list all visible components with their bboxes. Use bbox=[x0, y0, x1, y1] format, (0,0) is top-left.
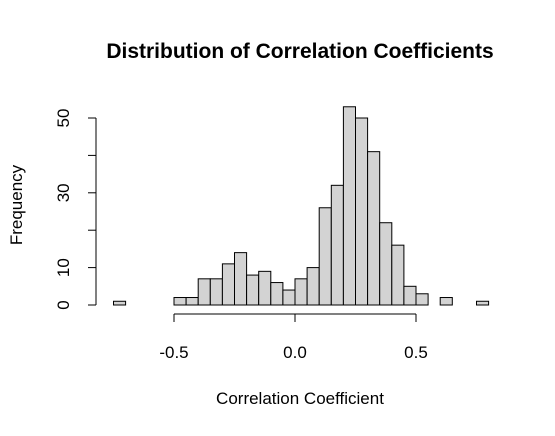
histogram-bar bbox=[221, 263, 235, 306]
y-tick-label: 50 bbox=[54, 109, 73, 128]
histogram-bar bbox=[415, 293, 429, 306]
histogram-bar bbox=[113, 300, 127, 306]
y-axis: 0 10 30 50 bbox=[54, 109, 97, 310]
histogram-bar bbox=[173, 297, 187, 306]
histogram-bar bbox=[270, 282, 284, 306]
x-tick-label: 0.5 bbox=[404, 343, 428, 362]
y-tick-label: 10 bbox=[54, 258, 73, 277]
histogram-bar bbox=[476, 300, 490, 306]
histogram-bar bbox=[379, 222, 393, 306]
histogram-bar bbox=[282, 289, 296, 306]
histogram-bar bbox=[330, 184, 344, 306]
x-tick-label: -0.5 bbox=[159, 343, 188, 362]
y-axis-label: Frequency bbox=[7, 164, 26, 245]
histogram-bar bbox=[342, 106, 356, 306]
chart-title: Distribution of Correlation Coefficients bbox=[106, 40, 493, 63]
histogram-bar bbox=[246, 274, 260, 306]
histogram-bar bbox=[234, 252, 248, 306]
histogram-bar bbox=[403, 285, 417, 306]
histogram-bar bbox=[197, 278, 211, 306]
x-axis-label: Correlation Coefficient bbox=[216, 389, 384, 408]
histogram-bar bbox=[258, 270, 272, 306]
histogram-bar bbox=[439, 297, 453, 306]
histogram-bar bbox=[355, 117, 369, 306]
histogram-bar bbox=[367, 151, 381, 306]
histogram-bar bbox=[318, 207, 332, 306]
histogram-bar bbox=[209, 278, 223, 306]
x-tick-label: 0.0 bbox=[283, 343, 307, 362]
y-tick-label: 0 bbox=[54, 300, 73, 309]
y-tick-label: 30 bbox=[54, 183, 73, 202]
x-axis: -0.5 0.0 0.5 bbox=[159, 313, 428, 362]
histogram-bar bbox=[294, 278, 308, 306]
histogram-bar bbox=[391, 244, 405, 306]
bars-group bbox=[113, 106, 490, 306]
histogram-bar bbox=[306, 267, 320, 306]
histogram-bar bbox=[185, 297, 199, 306]
